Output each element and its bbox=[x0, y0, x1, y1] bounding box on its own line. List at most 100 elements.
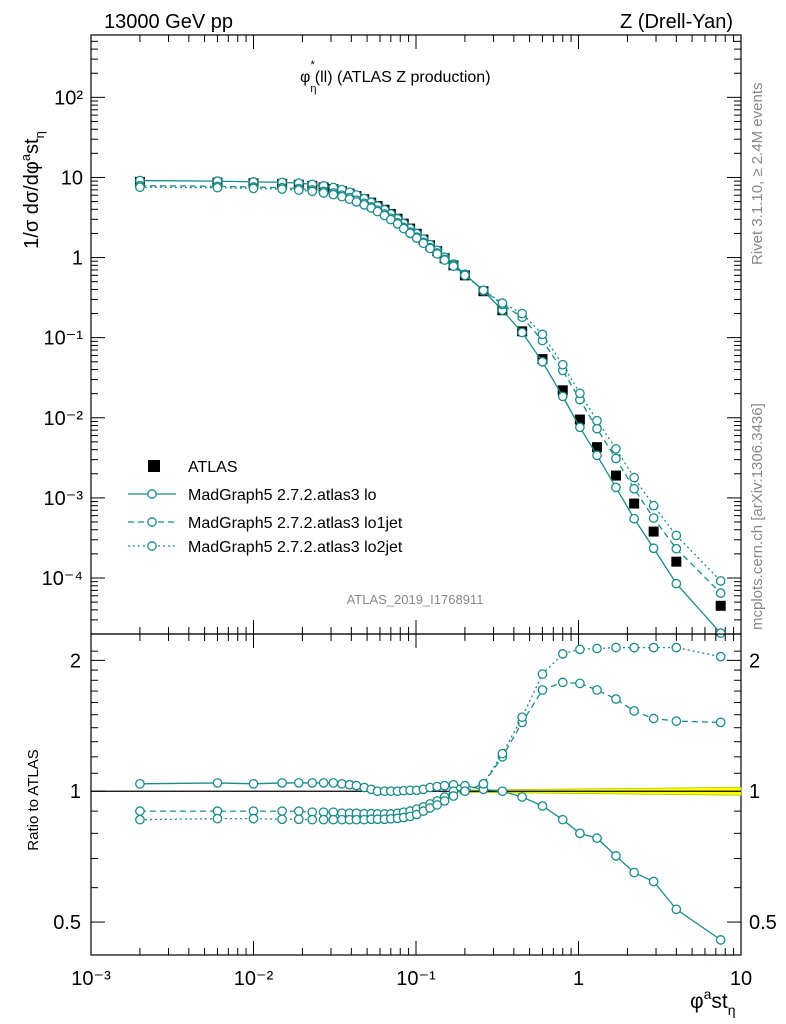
main-y-tick-label: 10⁻³ bbox=[44, 488, 84, 510]
ratio-marker bbox=[648, 642, 659, 653]
ratio-marker bbox=[318, 778, 329, 788]
mc-marker bbox=[248, 183, 259, 194]
ratio-y-tick-label-left: 1 bbox=[70, 781, 81, 803]
rivet-version-label: Rivet 3.1.10, ≥ 2.4M events bbox=[749, 83, 766, 266]
ratio-marker bbox=[277, 806, 287, 816]
ratio-series-1 bbox=[135, 677, 726, 819]
ratio-marker bbox=[648, 876, 659, 887]
main-y-tick-label: 10⁻⁴ bbox=[42, 568, 83, 590]
ratio-marker bbox=[537, 801, 548, 811]
ratio-marker bbox=[497, 786, 508, 797]
ratio-marker bbox=[557, 649, 568, 659]
ratio-marker bbox=[671, 716, 682, 726]
mc-marker bbox=[439, 255, 450, 265]
main-y-axis-label: 1/σ dσ/dφastη bbox=[18, 131, 47, 249]
ratio-marker bbox=[671, 904, 682, 915]
ratio-marker bbox=[592, 833, 602, 843]
legend-entry-label: MadGraph5 2.7.2.atlas3 lo1jet bbox=[188, 515, 403, 532]
legend-entry-label: MadGraph5 2.7.2.atlas3 lo2jet bbox=[188, 539, 403, 556]
ratio-marker bbox=[648, 713, 659, 724]
ratio-marker bbox=[517, 712, 527, 723]
atlas-data-point bbox=[592, 442, 603, 453]
x-tick-label: 10⁻² bbox=[234, 968, 274, 990]
ratio-marker bbox=[537, 685, 548, 695]
ratio-marker bbox=[715, 651, 726, 662]
ratio-series-0 bbox=[135, 778, 726, 945]
ratio-marker bbox=[135, 806, 145, 816]
atlas-data-point bbox=[671, 556, 682, 567]
ratio-plot-frame: 10⁻³ 10⁻² 10⁻¹ 1 10 0.5 0.5 1 1 2 2 bbox=[53, 633, 777, 990]
ratio-marker bbox=[293, 814, 304, 825]
atlas-data-point bbox=[574, 414, 585, 425]
mc-marker bbox=[411, 233, 422, 243]
svg-text:1/σ dσ/dφastη: 1/σ dσ/dφastη bbox=[18, 131, 47, 249]
x-tick-label: 1 bbox=[573, 968, 584, 990]
legend-marker bbox=[147, 489, 157, 499]
mc-marker bbox=[517, 308, 527, 319]
ratio-marker bbox=[293, 778, 304, 788]
ratio-marker bbox=[460, 786, 470, 797]
ratio-marker bbox=[212, 778, 223, 788]
mc-marker bbox=[671, 543, 682, 554]
mc-marker bbox=[418, 238, 429, 249]
ratio-marker bbox=[517, 792, 527, 802]
ratio-marker bbox=[351, 780, 362, 791]
mc-marker bbox=[135, 182, 145, 193]
mc-marker bbox=[318, 188, 329, 198]
ratio-marker bbox=[629, 867, 639, 878]
mc-marker bbox=[611, 453, 621, 464]
mc-marker bbox=[629, 513, 639, 524]
ratio-y-tick-label-right: 0.5 bbox=[749, 912, 777, 934]
ratio-marker bbox=[715, 935, 726, 945]
ratio-marker bbox=[575, 828, 585, 839]
mc-marker bbox=[715, 588, 726, 598]
ratio-marker bbox=[248, 778, 259, 789]
ratio-marker bbox=[439, 780, 450, 791]
legend-marker bbox=[147, 541, 157, 551]
ratio-marker bbox=[248, 813, 259, 824]
ratio-marker bbox=[629, 642, 639, 653]
main-y-tick-label: 1 bbox=[72, 248, 83, 270]
mc-marker bbox=[592, 450, 602, 461]
mc-marker bbox=[557, 391, 568, 402]
mc-marker bbox=[629, 472, 639, 483]
ratio-marker bbox=[328, 778, 339, 788]
atlas-data-point bbox=[610, 470, 621, 481]
x-tick-label: 10⁻³ bbox=[71, 968, 111, 990]
mc-marker bbox=[478, 285, 489, 296]
ratio-y-tick-label-right: 1 bbox=[749, 781, 760, 803]
mc-marker bbox=[648, 500, 659, 511]
ratio-marker bbox=[629, 706, 639, 716]
ratio-marker bbox=[135, 814, 145, 825]
ratio-marker bbox=[328, 814, 339, 825]
x-tick-label: 10⁻¹ bbox=[396, 968, 436, 990]
mc-marker bbox=[629, 483, 639, 494]
ratio-marker bbox=[575, 644, 585, 655]
mc-marker bbox=[648, 513, 659, 523]
ratio-marker bbox=[611, 642, 621, 653]
legend-entry-label: ATLAS bbox=[188, 459, 238, 476]
mc-marker bbox=[611, 482, 621, 493]
ratio-y-tick-label-left: 2 bbox=[70, 650, 81, 672]
mc-marker bbox=[671, 578, 682, 589]
ratio-marker bbox=[277, 778, 287, 788]
main-y-tick-label: 10² bbox=[54, 87, 83, 109]
mc-marker bbox=[648, 543, 659, 554]
x-tick-label: 10 bbox=[730, 968, 752, 990]
ratio-marker bbox=[307, 778, 318, 788]
mc-marker bbox=[448, 261, 459, 272]
mc-marker bbox=[715, 628, 726, 638]
mc-marker bbox=[307, 186, 318, 197]
legend-entry-label: MadGraph5 2.7.2.atlas3 lo bbox=[188, 487, 377, 504]
mc-marker bbox=[715, 576, 726, 586]
mc-marker bbox=[293, 185, 304, 195]
mc-marker bbox=[537, 356, 548, 367]
ratio-marker bbox=[432, 800, 443, 810]
mc-marker bbox=[611, 443, 621, 454]
ratio-marker bbox=[318, 814, 329, 825]
atlas-data-point bbox=[648, 526, 659, 537]
main-title: φη*(ll) (ATLAS Z production) bbox=[300, 59, 491, 95]
ratio-marker bbox=[497, 748, 508, 759]
mc-marker bbox=[277, 184, 287, 194]
